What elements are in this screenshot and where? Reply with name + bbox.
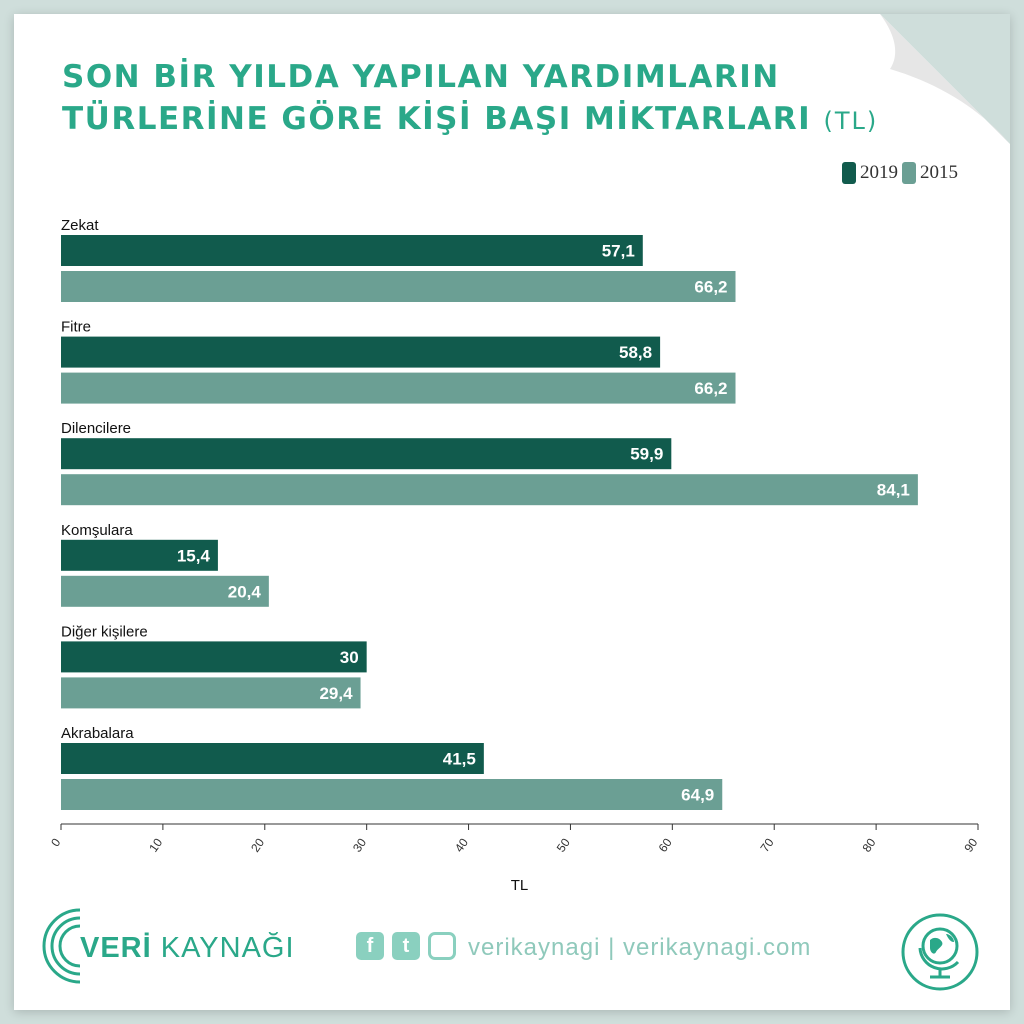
twitter-icon[interactable]: t [392, 932, 420, 960]
data-label-2019: 30 [340, 648, 359, 667]
title-line-1: SON BİR YILDA YAPILAN YARDIMLARIN [62, 59, 780, 95]
data-label-2015: 64,9 [681, 786, 714, 805]
legend-item-2019: 2019 [842, 162, 898, 184]
globe-icon [901, 913, 979, 991]
brand-name: VERİ KAYNAĞI [80, 932, 295, 965]
category-label: Komşulara [61, 522, 133, 539]
x-tick-label: 70 [758, 835, 777, 854]
legend-swatch-2015 [902, 162, 916, 184]
data-label-2019: 15,4 [177, 546, 211, 565]
x-tick-label: 30 [350, 835, 369, 854]
x-tick-label: 20 [248, 835, 267, 854]
bar-2019 [61, 438, 672, 470]
x-tick-label: 60 [656, 835, 675, 854]
data-label-2015: 66,2 [694, 379, 727, 398]
legend-swatch-2019 [842, 162, 856, 184]
bar-2019 [61, 235, 643, 266]
title-line-2: TÜRLERİNE GÖRE KİŞİ BAŞI MİKTARLARI [62, 101, 812, 137]
data-label-2019: 41,5 [443, 750, 476, 769]
data-label-2019: 57,1 [602, 242, 635, 261]
brand-name-bold: VERİ [80, 932, 152, 964]
x-tick-label: 50 [554, 835, 573, 854]
page-curl [880, 14, 1010, 144]
x-tick-label: 80 [859, 835, 878, 854]
data-label-2019: 59,9 [630, 445, 663, 464]
bar-2015 [61, 575, 269, 607]
bar-2015 [61, 372, 736, 404]
bar-2019 [61, 641, 367, 673]
category-label: Zekat [61, 217, 99, 234]
bar-2015 [61, 677, 361, 709]
bar-2015 [61, 779, 723, 810]
category-label: Fitre [61, 319, 91, 336]
title-unit: (TL) [823, 107, 879, 135]
brand-name-rest: KAYNAĞI [151, 932, 295, 964]
bar-2015 [61, 271, 736, 302]
x-tick-label: 0 [48, 835, 63, 849]
legend: 2019 2015 [838, 162, 958, 184]
category-label: Diğer kişilere [61, 623, 148, 640]
legend-label-2015: 2015 [920, 162, 958, 183]
data-label-2015: 20,4 [228, 582, 262, 601]
category-label: Dilencilere [61, 420, 131, 437]
data-label-2019: 58,8 [619, 343, 652, 362]
bar-2019 [61, 336, 661, 368]
x-tick-label: 10 [146, 835, 165, 854]
social-icons: f t [356, 932, 456, 960]
legend-label-2019: 2019 [860, 162, 898, 183]
x-tick-label: 40 [452, 835, 471, 854]
bar-2015 [61, 474, 918, 506]
brand-logo-arcs [42, 908, 81, 984]
legend-item-2015: 2015 [902, 162, 958, 184]
data-label-2015: 84,1 [877, 481, 910, 500]
x-axis-label: TL [511, 877, 529, 894]
data-label-2015: 29,4 [319, 684, 353, 703]
social-handle: verikaynagi | verikaynagi.com [468, 934, 812, 961]
x-tick-label: 90 [961, 835, 980, 854]
facebook-icon[interactable]: f [356, 932, 384, 960]
instagram-icon[interactable] [428, 932, 456, 960]
data-label-2015: 66,2 [694, 278, 727, 297]
chart-title: SON BİR YILDA YAPILAN YARDIMLARIN TÜRLER… [62, 56, 878, 142]
bar-2019 [61, 539, 218, 571]
bar-2019 [61, 743, 484, 774]
category-label: Akrabalara [61, 725, 134, 742]
